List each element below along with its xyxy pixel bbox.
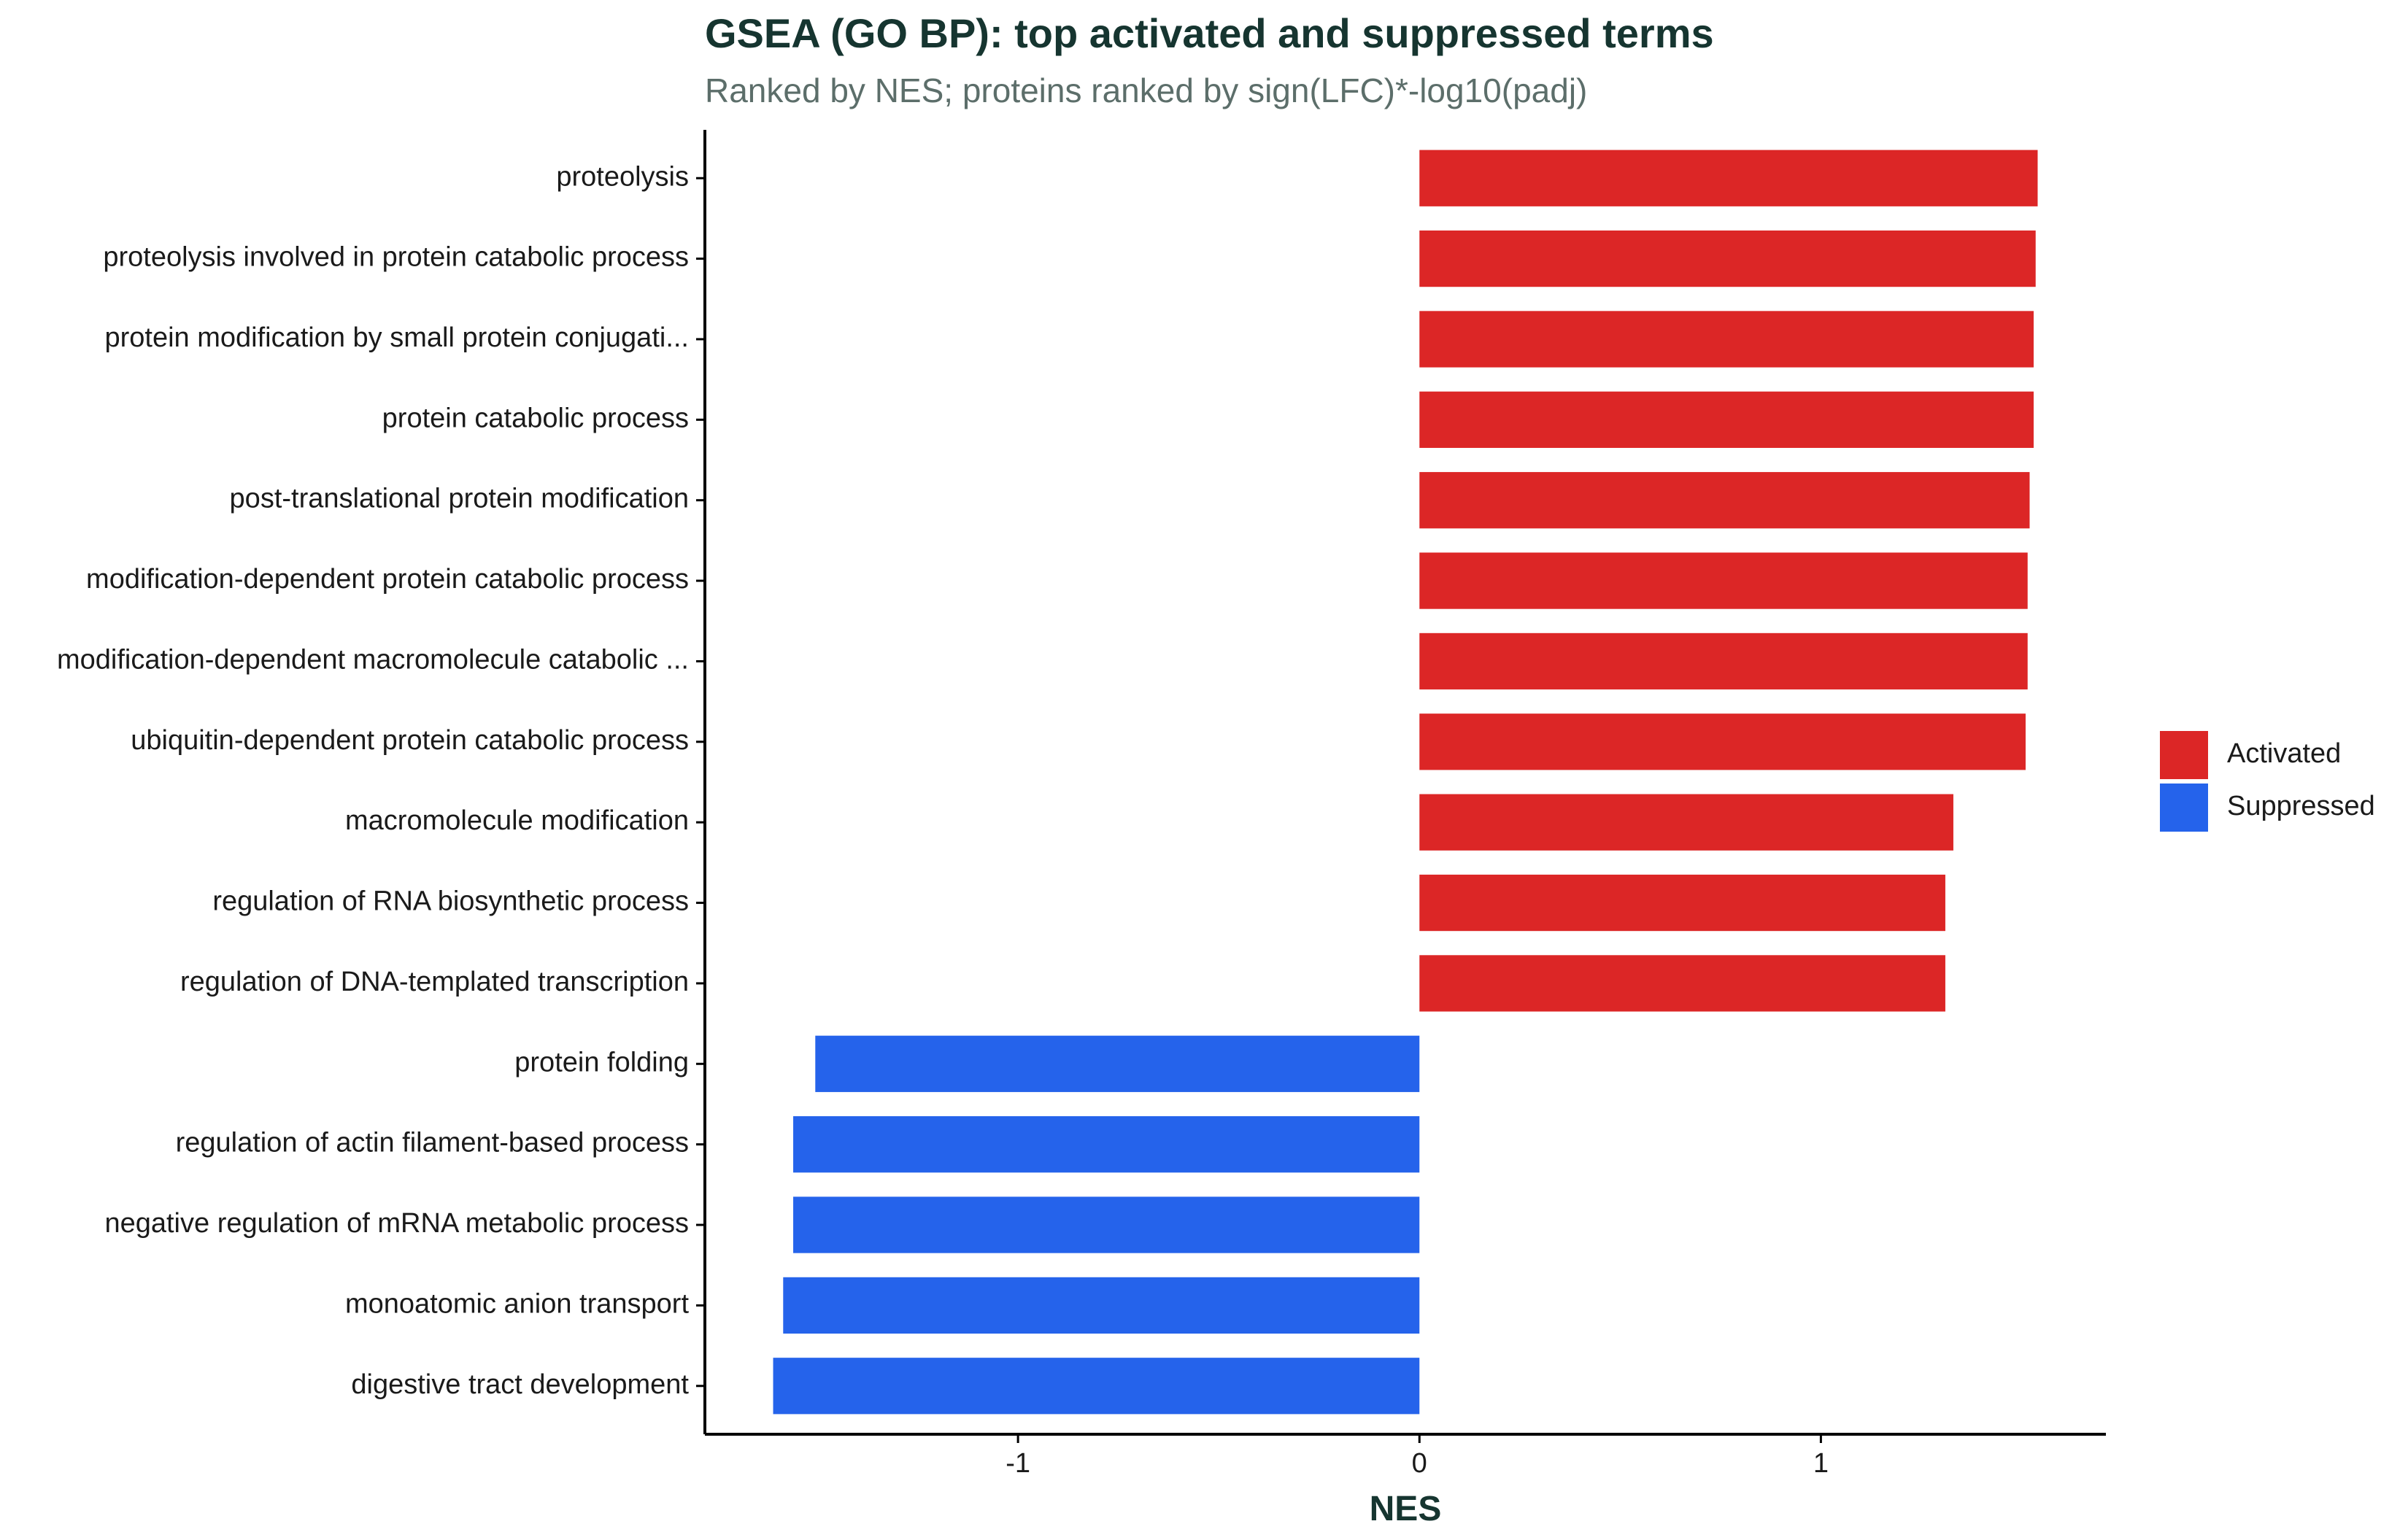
chart-title: GSEA (GO BP): top activated and suppress… xyxy=(705,10,1714,56)
category-label: negative regulation of mRNA metabolic pr… xyxy=(104,1208,689,1239)
category-label: protein catabolic process xyxy=(382,403,689,433)
category-label: modification-dependent macromolecule cat… xyxy=(57,644,689,675)
category-label: proteolysis involved in protein cataboli… xyxy=(103,242,689,273)
bar-activated xyxy=(1419,632,2028,690)
bar-suppressed xyxy=(793,1116,1420,1173)
category-label: protein folding xyxy=(514,1047,689,1078)
bar-activated xyxy=(1419,391,2034,448)
bar-activated xyxy=(1419,552,2028,609)
bar-activated xyxy=(1419,874,1945,932)
bar-activated xyxy=(1419,472,2030,529)
legend-label-activated: Activated xyxy=(2227,738,2341,769)
category-label: digestive tract development xyxy=(351,1369,689,1400)
x-axis-title: NES xyxy=(1370,1490,1442,1528)
bars-group xyxy=(773,150,2038,1415)
bar-activated xyxy=(1419,794,1953,851)
bar-activated xyxy=(1419,230,2036,287)
x-axis-ticks: -1 0 1 xyxy=(1006,1434,1829,1479)
legend-label-suppressed: Suppressed xyxy=(2227,791,2375,821)
category-label: regulation of DNA-templated transcriptio… xyxy=(180,967,689,997)
legend-swatch-suppressed xyxy=(2160,784,2208,832)
legend: Activated Suppressed xyxy=(2160,731,2375,832)
category-label: macromolecule modification xyxy=(345,805,689,836)
x-tick-label: 1 xyxy=(1813,1448,1829,1479)
bar-suppressed xyxy=(815,1035,1420,1092)
category-label: regulation of actin filament-based proce… xyxy=(176,1128,689,1158)
bar-activated xyxy=(1419,713,2026,770)
chart-subtitle: Ranked by NES; proteins ranked by sign(L… xyxy=(705,71,1587,109)
category-label: regulation of RNA biosynthetic process xyxy=(212,886,689,917)
bar-suppressed xyxy=(783,1277,1420,1334)
bar-activated xyxy=(1419,311,2034,368)
category-label: protein modification by small protein co… xyxy=(104,322,689,353)
category-labels: proteolysis proteolysis involved in prote… xyxy=(57,161,689,1400)
category-label: proteolysis xyxy=(556,161,689,192)
category-label: ubiquitin-dependent protein catabolic pr… xyxy=(131,725,689,756)
legend-swatch-activated xyxy=(2160,731,2208,779)
x-tick-label: 0 xyxy=(1412,1448,1427,1479)
bar-activated xyxy=(1419,150,2038,206)
bar-activated xyxy=(1419,955,1945,1012)
bar-suppressed xyxy=(793,1196,1420,1253)
category-label: post-translational protein modification xyxy=(230,484,689,514)
category-label: modification-dependent protein catabolic… xyxy=(86,564,689,595)
bar-suppressed xyxy=(773,1358,1420,1415)
category-label: monoatomic anion transport xyxy=(345,1288,689,1319)
x-tick-label: -1 xyxy=(1006,1448,1030,1479)
